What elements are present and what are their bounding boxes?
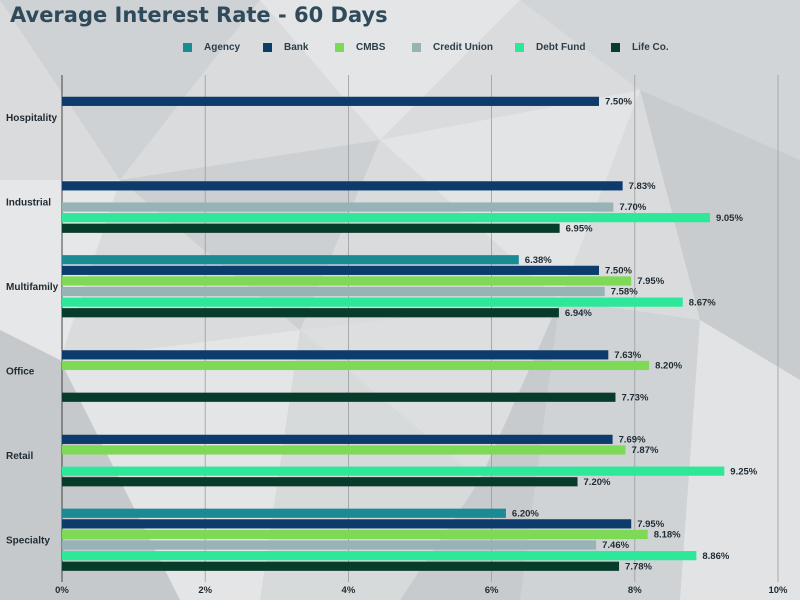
bar-cmbs-office [62, 360, 650, 371]
category-label-retail: Retail [6, 451, 33, 462]
legend-swatch [183, 43, 192, 52]
data-label: 6.38% [525, 255, 552, 266]
legend-label: Bank [284, 42, 309, 53]
bar-bank-industrial [62, 181, 623, 191]
data-label: 8.67% [689, 297, 716, 308]
legend-item-cmbs: CMBS [335, 42, 385, 53]
data-label: 7.50% [605, 96, 632, 107]
category-label-industrial: Industrial [6, 197, 51, 208]
legend-swatch [515, 43, 524, 52]
data-label: 7.73% [621, 392, 648, 403]
legend-swatch [412, 43, 421, 52]
x-tick-label: 4% [342, 585, 356, 596]
x-tick-label: 0% [55, 585, 69, 596]
data-label: 7.87% [631, 445, 658, 456]
bar-cmbs-multifamily [62, 276, 632, 286]
bar-agency-multifamily [62, 255, 519, 265]
data-label: 7.50% [605, 265, 632, 276]
data-label: 7.58% [611, 287, 638, 298]
data-label: 7.83% [629, 181, 656, 192]
bar-credit-union-specialty [62, 540, 597, 550]
category-label-multifamily: Multifamily [6, 282, 59, 293]
data-label: 7.63% [614, 350, 641, 361]
data-label: 6.95% [566, 223, 593, 234]
data-label: 7.69% [619, 434, 646, 445]
legend-label: CMBS [356, 42, 386, 53]
data-label: 7.95% [637, 519, 664, 530]
legend-swatch [611, 43, 620, 52]
legend-item-agency: Agency [183, 42, 240, 53]
data-label: 7.95% [637, 276, 664, 287]
x-tick-label: 2% [198, 585, 212, 596]
legend-item-credit-union: Credit Union [412, 42, 493, 53]
bar-life-co-office [62, 392, 616, 402]
data-label: 7.20% [584, 477, 611, 488]
legend-swatch [263, 43, 272, 52]
data-label: 8.20% [655, 361, 682, 372]
bar-life-co-specialty [62, 561, 620, 571]
legend-label: Debt Fund [536, 42, 586, 53]
bar-bank-office [62, 350, 609, 360]
legend-label: Life Co. [632, 42, 669, 53]
data-label: 9.25% [730, 466, 757, 477]
bar-life-co-retail [62, 477, 578, 487]
x-tick-label: 6% [485, 585, 499, 596]
legend-item-bank: Bank [263, 42, 308, 53]
bar-life-co-industrial [62, 223, 560, 233]
bar-life-co-multifamily [62, 308, 559, 318]
category-label-hospitality: Hospitality [6, 113, 58, 124]
legend-label: Agency [204, 42, 241, 53]
bar-debt-fund-specialty [62, 551, 697, 561]
legend-swatch [335, 43, 344, 52]
x-tick-label: 10% [768, 585, 788, 596]
category-label-office: Office [6, 366, 35, 377]
legend-label: Credit Union [433, 42, 493, 53]
bar-debt-fund-retail [62, 466, 725, 476]
data-label: 9.05% [716, 213, 743, 224]
bar-cmbs-retail [62, 445, 626, 455]
chart-title: Average Interest Rate - 60 Days [10, 3, 388, 27]
bar-credit-union-multifamily [62, 286, 605, 297]
chart-legend: Agency Bank CMBS Credit Union Debt Fund Life … [0, 42, 800, 56]
legend-item-debt-fund: Debt Fund [515, 42, 585, 53]
data-label: 8.18% [654, 530, 681, 541]
bar-credit-union-industrial [62, 202, 614, 212]
bar-debt-fund-multifamily [62, 297, 683, 307]
data-label: 7.46% [602, 540, 629, 551]
bar-bank-multifamily [62, 265, 599, 275]
bar-cmbs-specialty [62, 529, 648, 540]
data-label: 7.78% [625, 561, 652, 572]
data-label: 7.70% [619, 202, 646, 213]
bar-bank-retail [62, 434, 613, 444]
data-label: 6.20% [512, 508, 539, 519]
data-label: 6.94% [565, 308, 592, 319]
bar-bank-hospitality [62, 96, 599, 106]
bar-bank-specialty [62, 519, 632, 529]
data-label: 8.86% [702, 551, 729, 562]
legend-item-life-co: Life Co. [611, 42, 669, 53]
x-tick-label: 8% [628, 585, 642, 596]
bar-agency-specialty [62, 508, 506, 518]
category-label-specialty: Specialty [6, 535, 50, 546]
bar-debt-fund-industrial [62, 213, 710, 223]
